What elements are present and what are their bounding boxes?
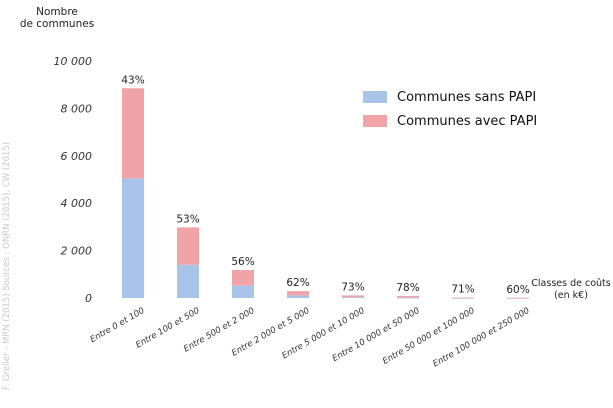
bar-label: 43% — [121, 74, 144, 86]
y-tick-label: 2 000 — [61, 245, 93, 258]
bars — [122, 88, 529, 299]
legend-item-sans-papi: Communes sans PAPI — [363, 86, 537, 108]
y-axis-ticks: 0 2 000 4 000 6 000 8 000 10 000 — [54, 55, 93, 305]
bar-label: 56% — [231, 256, 254, 268]
bar-label: 62% — [286, 277, 309, 289]
bar-segment — [397, 297, 419, 299]
bar-segment — [177, 264, 199, 298]
y-tick-label: 10 000 — [54, 55, 93, 68]
bar-label: 71% — [451, 284, 474, 296]
bar-segment — [122, 88, 144, 179]
bar-segment — [397, 296, 419, 298]
bar-segment — [287, 295, 309, 298]
y-tick-label: 0 — [85, 292, 92, 305]
bar-segment — [232, 270, 254, 286]
bar-segment — [452, 297, 474, 299]
legend-swatch — [363, 91, 387, 103]
source-credit: F. Grelier - MRN (2015) Sources : ONRN (… — [2, 141, 12, 390]
bar-segment — [342, 295, 364, 298]
bar-segment — [232, 285, 254, 298]
bar-label: 73% — [341, 281, 364, 293]
legend-swatch — [363, 115, 387, 127]
legend-label: Communes avec PAPI — [397, 113, 538, 129]
y-axis-title: Nombre de communes — [19, 6, 95, 30]
bar-segment — [177, 227, 199, 265]
bar-segment — [122, 178, 144, 298]
y-tick-label: 8 000 — [61, 102, 93, 115]
x-tick-label: Entre 100 000 et 250 000 — [431, 306, 531, 370]
bar-label: 53% — [176, 213, 199, 225]
bar-segment — [342, 297, 364, 299]
legend: Communes sans PAPI Communes avec PAPI — [363, 86, 537, 134]
x-tick-label: Entre 50 000 et 100 000 — [381, 306, 476, 367]
bar-segment — [507, 297, 529, 299]
x-axis-title: Classes de coûts (en k€) — [531, 278, 611, 301]
bar-labels: 43% 53% 56% 62% 73% 78% 71% 60% — [121, 74, 529, 296]
x-tick-label: Entre 10 000 et 50 000 — [331, 306, 422, 364]
y-tick-label: 6 000 — [61, 150, 93, 163]
y-tick-label: 4 000 — [61, 197, 93, 210]
legend-label: Communes sans PAPI — [397, 89, 537, 105]
bar-label: 60% — [506, 284, 529, 296]
legend-item-avec-papi: Communes avec PAPI — [363, 110, 537, 132]
bar-label: 78% — [396, 282, 419, 294]
bar-segment — [287, 291, 309, 296]
